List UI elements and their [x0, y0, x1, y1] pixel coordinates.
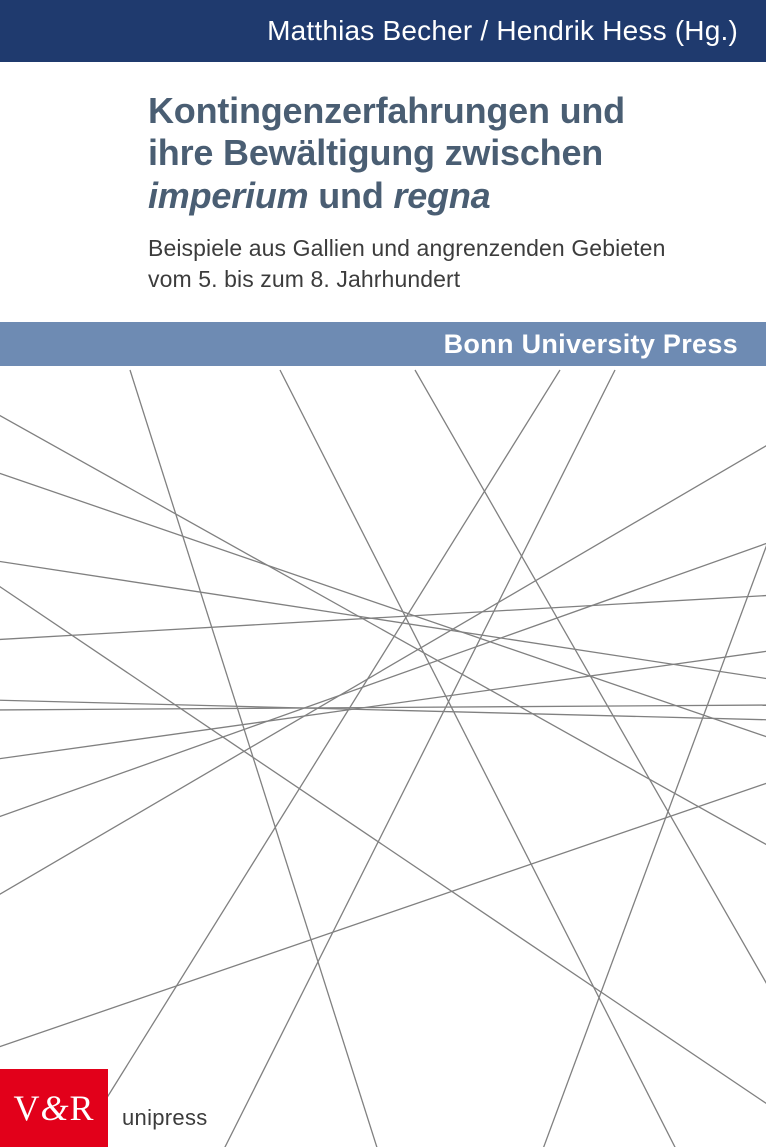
book-title: Kontingenzerfahrungen und ihre Bewältigu…	[148, 90, 722, 217]
title-block: Kontingenzerfahrungen und ihre Bewältigu…	[0, 62, 766, 306]
title-em1: imperium	[148, 175, 308, 216]
editors-text: Matthias Becher / Hendrik Hess (Hg.)	[267, 15, 738, 47]
logo-red-box: V&R	[0, 1069, 108, 1147]
title-line1: Kontingenzerfahrungen und	[148, 90, 625, 131]
book-subtitle: Beispiele aus Gallien und angrenzenden G…	[148, 233, 722, 295]
editors-band: Matthias Becher / Hendrik Hess (Hg.)	[0, 0, 766, 62]
subtitle-line1: Beispiele aus Gallien und angrenzenden G…	[148, 235, 665, 261]
logo-text: V&R	[13, 1087, 94, 1129]
subtitle-line2: vom 5. bis zum 8. Jahrhundert	[148, 266, 460, 292]
publisher-name: Bonn University Press	[444, 329, 738, 360]
title-em2: regna	[393, 175, 490, 216]
publisher-band: Bonn University Press	[0, 322, 766, 366]
title-line2: ihre Bewältigung zwischen	[148, 132, 603, 173]
imprint-text: unipress	[122, 1105, 208, 1131]
title-mid: und	[308, 175, 393, 216]
publisher-logo: V&R unipress	[0, 1069, 208, 1147]
